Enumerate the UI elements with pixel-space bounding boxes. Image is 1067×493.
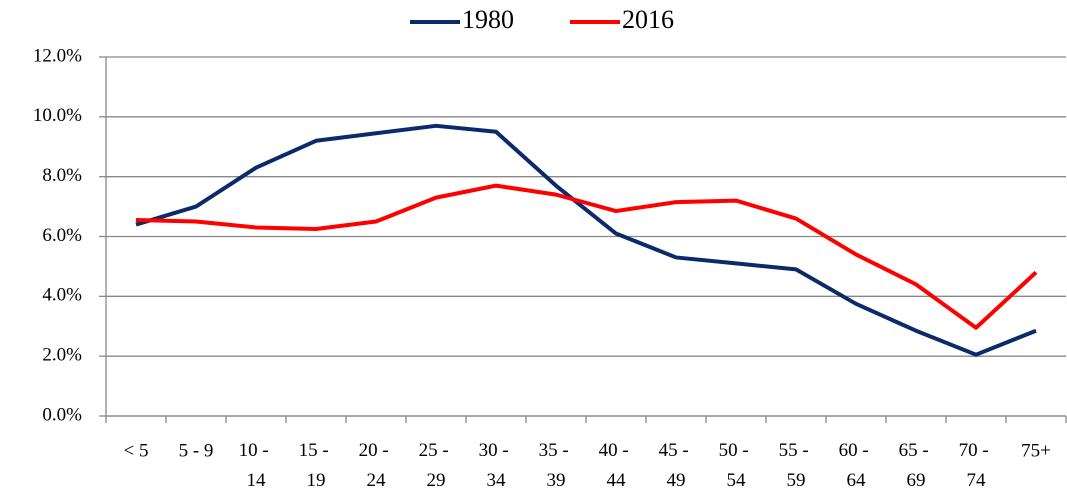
series-line — [135, 183, 1038, 330]
x-tick-label-line: 60 - — [839, 440, 874, 461]
x-tick-label-line: 45 - — [659, 440, 694, 461]
x-tick-label: 15 - 19 — [299, 440, 334, 491]
series-line — [135, 123, 1037, 357]
x-tick-label: 30 - 34 — [479, 440, 514, 491]
x-tick-label-line: 74 — [967, 470, 987, 491]
x-tick-label-line: 29 — [427, 470, 446, 491]
x-tick-label-line: 69 — [907, 470, 926, 491]
x-tick-label: < 5 — [124, 440, 149, 461]
y-tick-label: 4.0% — [42, 285, 82, 306]
x-tick-label-line: 64 — [847, 470, 867, 491]
x-tick-label-line: 44 — [607, 470, 627, 491]
x-tick-label: 70 - 74 — [959, 440, 994, 491]
x-tick-label-line: 40 - — [599, 440, 634, 461]
legend-text: 1980 — [462, 5, 514, 34]
y-tick-label: 6.0% — [42, 225, 82, 246]
x-tick-label: 20 - 24 — [359, 440, 394, 491]
x-tick-label-line: 50 - — [719, 440, 754, 461]
x-tick-label-line: 25 - — [419, 440, 454, 461]
x-tick-label-line: 30 - — [479, 440, 514, 461]
x-tick-label-line: 14 — [247, 470, 267, 491]
y-tick-label: 0.0% — [42, 404, 82, 425]
x-tick-label-line: 24 — [367, 470, 387, 491]
x-tick-label: 60 - 64 — [839, 440, 874, 491]
x-tick-label: 35 - 39 — [539, 440, 574, 491]
x-tick-label-line: 34 — [487, 470, 507, 491]
x-tick-label-line: 55 - — [779, 440, 814, 461]
x-tick-label: 5 - 9 — [179, 440, 214, 461]
x-tick-label-line: 49 — [667, 470, 686, 491]
y-tick-label: 12.0% — [33, 45, 82, 66]
x-tick-label: 75+ — [1021, 440, 1051, 461]
x-tick-label-line: 15 - — [299, 440, 334, 461]
x-tick-label-line: 70 - — [959, 440, 994, 461]
x-tick-label-line: 54 — [727, 470, 747, 491]
x-tick-label-line: 10 - — [239, 440, 274, 461]
x-tick-label-line: 20 - — [359, 440, 394, 461]
y-tick-label: 2.0% — [42, 345, 82, 366]
x-tick-label-line: 35 - — [539, 440, 574, 461]
x-tick-label: 65 - 69 — [899, 440, 934, 491]
x-tick-label: 40 - 44 — [599, 440, 634, 491]
x-tick-label-line: 39 — [547, 470, 566, 491]
x-tick-label-line: 59 — [787, 470, 806, 491]
x-tick-label: 45 - 49 — [659, 440, 694, 491]
legend-text: 2016 — [622, 5, 674, 34]
y-tick-label: 8.0% — [42, 165, 82, 186]
x-tick-label-line: 19 — [307, 470, 326, 491]
x-tick-label-line: 65 - — [899, 440, 934, 461]
x-tick-label: 55 - 59 — [779, 440, 814, 491]
x-tick-label: 25 - 29 — [419, 440, 454, 491]
x-tick-label: 10 - 14 — [239, 440, 274, 491]
y-tick-label: 10.0% — [33, 105, 82, 126]
x-tick-label: 50 - 54 — [719, 440, 754, 491]
